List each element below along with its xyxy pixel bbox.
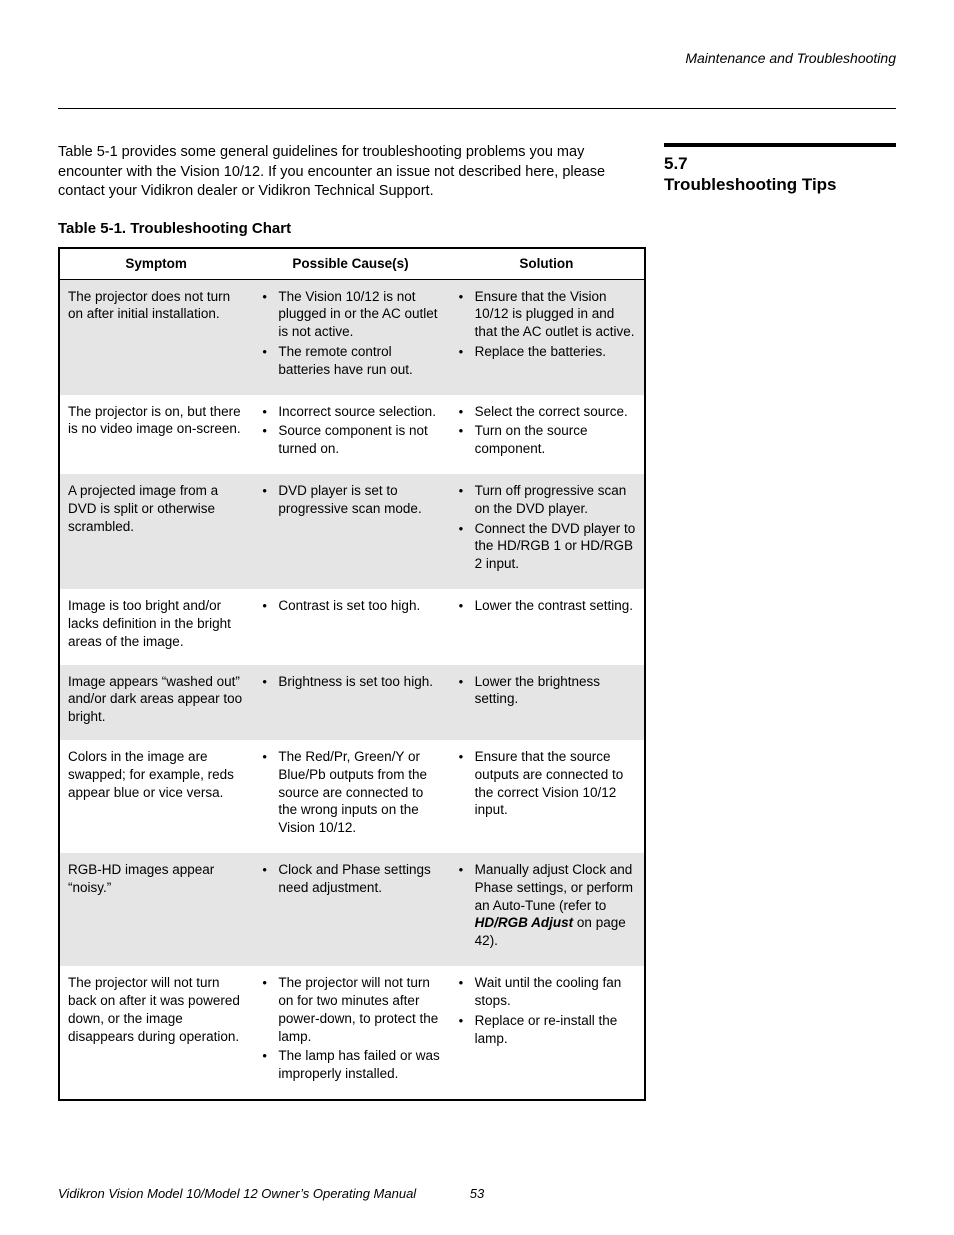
- list-item: Contrast is set too high.: [260, 597, 440, 615]
- header-rule: [58, 108, 896, 109]
- list-item: The remote control batteries have run ou…: [260, 343, 440, 379]
- table-row: Image is too bright and/or lacks definit…: [59, 589, 645, 664]
- list-item: Lower the contrast setting.: [457, 597, 636, 615]
- cell-solution: Wait until the cooling fan stops.Replace…: [449, 966, 645, 1100]
- cell-cause: The Red/Pr, Green/Y or Blue/Pb outputs f…: [252, 740, 448, 853]
- list-item: Ensure that the source outputs are conne…: [457, 748, 636, 819]
- list-item: Clock and Phase settings need adjustment…: [260, 861, 440, 897]
- list-item: Select the correct source.: [457, 403, 636, 421]
- th-symptom: Symptom: [59, 248, 252, 279]
- list-item: The Vision 10/12 is not plugged in or th…: [260, 288, 440, 341]
- cell-symptom: Image is too bright and/or lacks definit…: [59, 589, 252, 664]
- table-row: The projector does not turn on after ini…: [59, 279, 645, 395]
- cell-cause: Contrast is set too high.: [252, 589, 448, 664]
- cell-symptom: Colors in the image are swapped; for exa…: [59, 740, 252, 853]
- table-header-row: Symptom Possible Cause(s) Solution: [59, 248, 645, 279]
- cell-symptom: A projected image from a DVD is split or…: [59, 474, 252, 589]
- th-solution: Solution: [449, 248, 645, 279]
- list-item: Replace the batteries.: [457, 343, 636, 361]
- cell-symptom: Image appears “washed out” and/or dark a…: [59, 665, 252, 740]
- table-caption: Table 5-1. Troubleshooting Chart: [58, 220, 646, 237]
- troubleshooting-table: Symptom Possible Cause(s) Solution The p…: [58, 247, 646, 1101]
- main-left-column: Table 5-1 provides some general guidelin…: [58, 143, 646, 1101]
- list-item: Ensure that the Vision 10/12 is plugged …: [457, 288, 636, 341]
- cell-symptom: The projector does not turn on after ini…: [59, 279, 252, 395]
- list-item: Turn on the source component.: [457, 422, 636, 458]
- list-item: Source component is not turned on.: [260, 422, 440, 458]
- list-item: Wait until the cooling fan stops.: [457, 974, 636, 1010]
- table-row: RGB-HD images appear “noisy.”Clock and P…: [59, 853, 645, 966]
- list-item: Turn off progressive scan on the DVD pla…: [457, 482, 636, 518]
- section-title: Troubleshooting Tips: [664, 174, 896, 195]
- cell-cause: Clock and Phase settings need adjustment…: [252, 853, 448, 966]
- cell-solution: Select the correct source.Turn on the so…: [449, 395, 645, 474]
- cell-solution: Turn off progressive scan on the DVD pla…: [449, 474, 645, 589]
- cell-solution: Manually adjust Clock and Phase settings…: [449, 853, 645, 966]
- page-footer: Vidikron Vision Model 10/Model 12 Owner’…: [58, 1186, 896, 1201]
- list-item: Brightness is set too high.: [260, 673, 440, 691]
- section-heading-sidebar: 5.7 Troubleshooting Tips: [664, 143, 896, 196]
- list-item: Replace or re-install the lamp.: [457, 1012, 636, 1048]
- cell-symptom: The projector is on, but there is no vid…: [59, 395, 252, 474]
- section-heading-rule: [664, 143, 896, 147]
- cell-solution: Ensure that the source outputs are conne…: [449, 740, 645, 853]
- list-item: The Red/Pr, Green/Y or Blue/Pb outputs f…: [260, 748, 440, 837]
- table-row: The projector will not turn back on afte…: [59, 966, 645, 1100]
- list-item: DVD player is set to progressive scan mo…: [260, 482, 440, 518]
- cell-solution: Ensure that the Vision 10/12 is plugged …: [449, 279, 645, 395]
- footer-page-number: 53: [470, 1186, 484, 1201]
- cell-cause: DVD player is set to progressive scan mo…: [252, 474, 448, 589]
- intro-paragraph: Table 5-1 provides some general guidelin…: [58, 143, 646, 202]
- section-number: 5.7: [664, 153, 896, 174]
- table-row: The projector is on, but there is no vid…: [59, 395, 645, 474]
- table-row: A projected image from a DVD is split or…: [59, 474, 645, 589]
- table-row: Image appears “washed out” and/or dark a…: [59, 665, 645, 740]
- cell-cause: The Vision 10/12 is not plugged in or th…: [252, 279, 448, 395]
- list-item: The projector will not turn on for two m…: [260, 974, 440, 1045]
- running-header: Maintenance and Troubleshooting: [58, 50, 896, 66]
- list-item: The lamp has failed or was improperly in…: [260, 1047, 440, 1083]
- cell-symptom: The projector will not turn back on afte…: [59, 966, 252, 1100]
- main-content-row: Table 5-1 provides some general guidelin…: [58, 143, 896, 1101]
- list-item: Incorrect source selection.: [260, 403, 440, 421]
- list-item: Manually adjust Clock and Phase settings…: [457, 861, 636, 950]
- table-row: Colors in the image are swapped; for exa…: [59, 740, 645, 853]
- footer-manual-title: Vidikron Vision Model 10/Model 12 Owner’…: [58, 1186, 416, 1201]
- cell-solution: Lower the contrast setting.: [449, 589, 645, 664]
- cell-symptom: RGB-HD images appear “noisy.”: [59, 853, 252, 966]
- list-item: Connect the DVD player to the HD/RGB 1 o…: [457, 520, 636, 573]
- cell-solution: Lower the brightness setting.: [449, 665, 645, 740]
- table-body: The projector does not turn on after ini…: [59, 279, 645, 1100]
- list-item: Lower the brightness setting.: [457, 673, 636, 709]
- th-cause: Possible Cause(s): [252, 248, 448, 279]
- cell-cause: Incorrect source selection.Source compon…: [252, 395, 448, 474]
- cell-cause: The projector will not turn on for two m…: [252, 966, 448, 1100]
- cell-cause: Brightness is set too high.: [252, 665, 448, 740]
